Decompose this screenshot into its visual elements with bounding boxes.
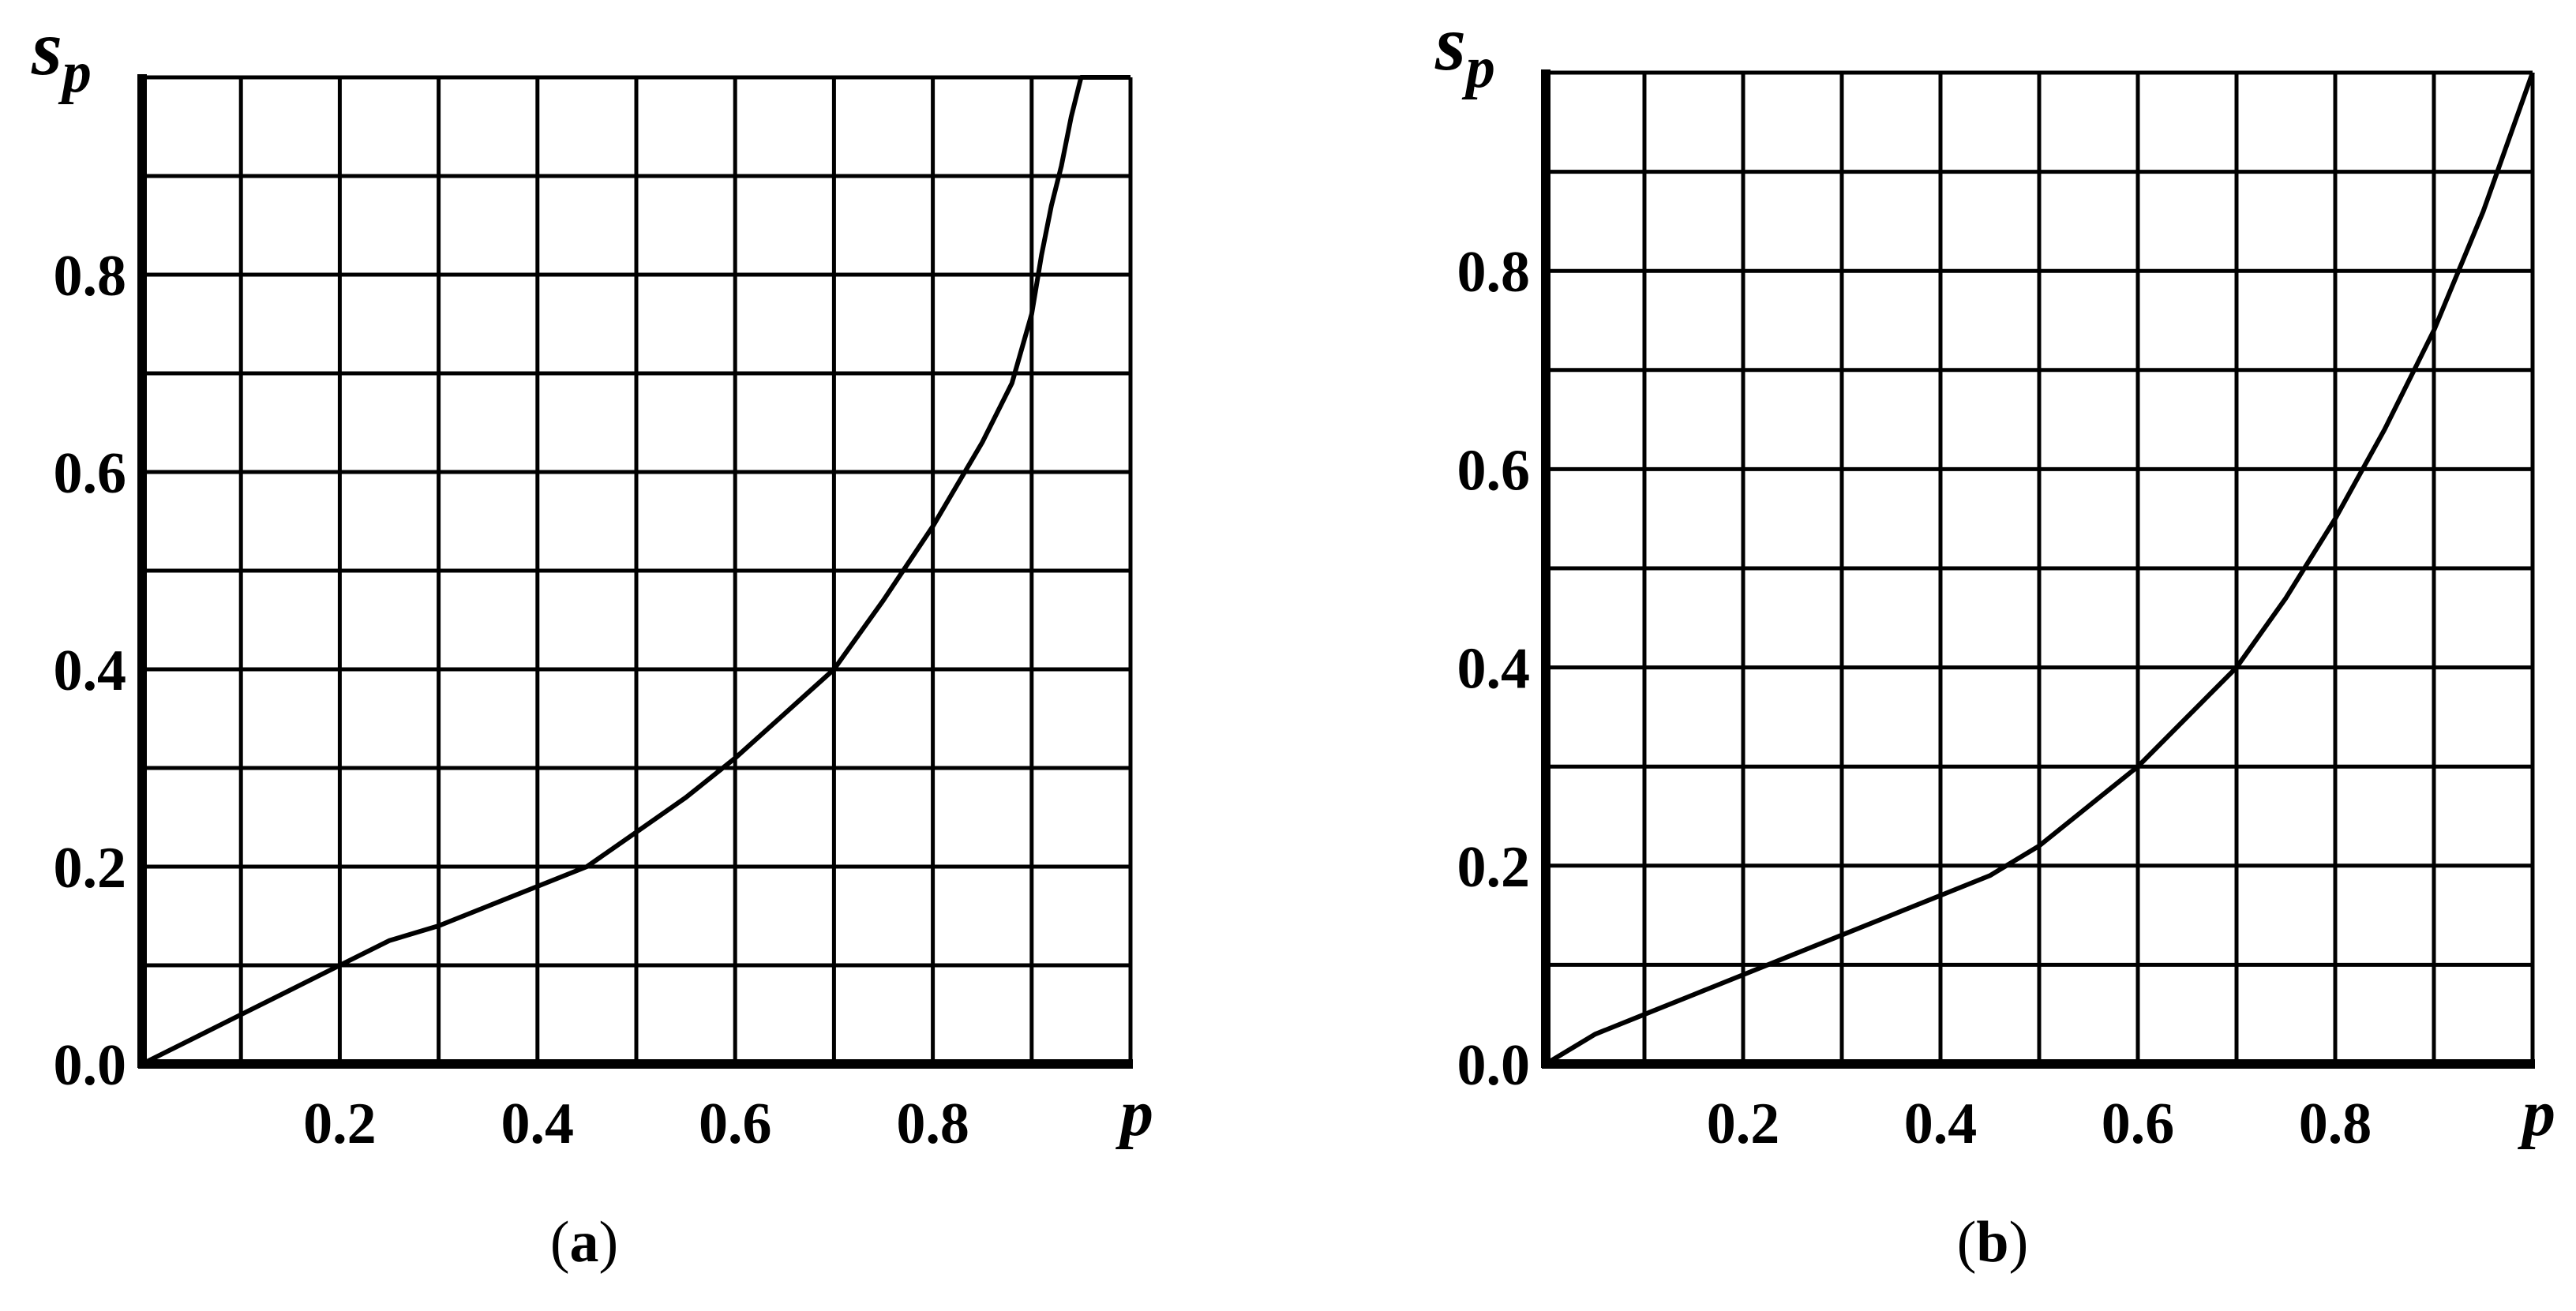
y-axis-label-main: s (31, 4, 62, 92)
x-tick-label: 0.2 (1707, 1092, 1780, 1156)
y-tick-label: 0.8 (1457, 240, 1531, 305)
x-tick-label: 0.4 (1904, 1092, 1978, 1156)
series-line (1544, 71, 2535, 1066)
y-tick-label: 0.0 (54, 1033, 127, 1098)
x-tick-label: 0.8 (2299, 1092, 2372, 1156)
y-axis-label: sp (1434, 0, 1495, 100)
x-tick-label: 0.6 (699, 1092, 772, 1156)
chart-panel-b: 0.00.20.40.60.80.2 0.4 0.6 0.8 psp(b) (1434, 0, 2555, 1275)
y-axis-label-main: s (1434, 0, 1466, 87)
x-tick-label: 0.6 (2102, 1092, 2175, 1156)
y-axis-label-subscript: p (1461, 36, 1495, 100)
x-tick-label: 0.4 (501, 1092, 575, 1156)
x-tick-label: 0.2 (303, 1092, 377, 1156)
caption-open-paren: ( (1957, 1210, 1977, 1275)
series-line (141, 75, 1131, 1066)
caption-close-paren: ) (599, 1210, 619, 1275)
caption-letter: a (570, 1210, 599, 1275)
y-tick-label: 0.0 (1457, 1033, 1531, 1098)
y-axis-label-subscript: p (58, 40, 92, 105)
y-tick-label: 0.2 (54, 836, 127, 901)
caption-close-paren: ) (2009, 1210, 2029, 1275)
y-tick-label: 0.6 (54, 441, 127, 506)
panel-caption: (a) (550, 1210, 618, 1275)
x-tick-label: 0.8 (896, 1092, 969, 1156)
panel-caption: (b) (1957, 1210, 2028, 1275)
y-axis-label: sp (31, 4, 92, 105)
chart-panel-a: 0.00.20.40.60.80.2 0.4 0.6 0.8 psp(a) (31, 4, 1153, 1275)
y-tick-label: 0.4 (54, 639, 127, 703)
x-axis-label: p (1116, 1077, 1153, 1150)
y-tick-label: 0.4 (1457, 637, 1531, 702)
caption-open-paren: ( (550, 1210, 570, 1275)
y-tick-label: 0.2 (1457, 835, 1531, 900)
y-tick-label: 0.6 (1457, 438, 1531, 503)
x-axis-label: p (2518, 1077, 2555, 1150)
y-tick-label: 0.8 (54, 244, 127, 309)
caption-letter: b (1976, 1210, 2008, 1275)
